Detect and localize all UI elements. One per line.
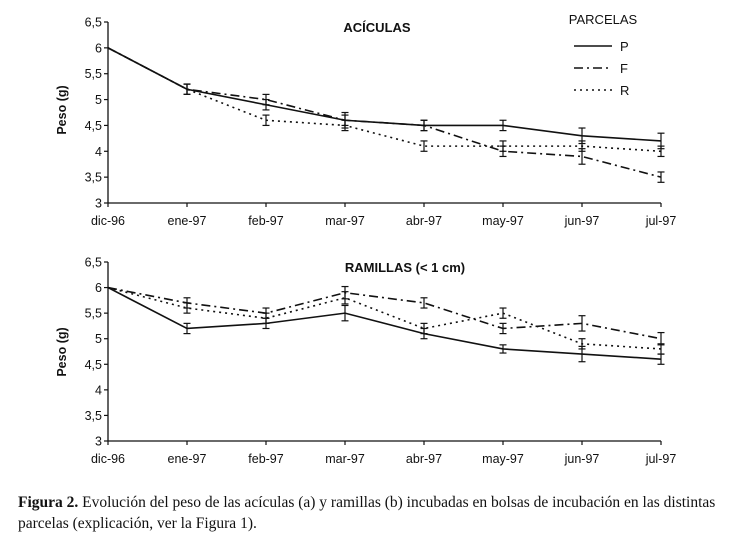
y-tick-label: 3,5 [85,171,102,185]
legend-title: PARCELAS [569,12,638,27]
y-tick-label: 6 [95,281,102,295]
error-bar [657,331,665,346]
legend: PARCELAS PFR [569,12,638,98]
y-tick-label: 5,5 [85,67,102,81]
error-bar [341,119,349,132]
y-tick-label: 3 [95,197,102,211]
chart-panel-2: 3 3,5 4 4,5 5 5,5 6 6,5 dic-96 ene-97 feb-97 mar-97… [55,256,676,467]
error-bar [183,322,191,335]
error-bar [499,140,507,152]
error-bar [262,114,270,127]
x-tick-label: abr-97 [406,452,442,466]
x-tick-label: ene-97 [168,452,207,466]
legend-label-P: P [620,39,629,54]
error-bar [499,322,507,335]
series-line-P [107,47,662,142]
chart-title: RAMILLAS (< 1 cm) [345,260,465,275]
chart-panel-1: 3 3,5 4 4,5 5 5,5 6 6,5 dic-96 ene-97 feb-97 mar-97… [55,12,676,228]
x-tick-label: jun-97 [564,214,600,228]
error-bar [341,291,349,305]
error-bar [499,119,507,132]
series-line-P [107,286,662,360]
x-tick-label: may-97 [482,214,524,228]
error-bar [578,140,586,152]
x-tick-label: may-97 [482,452,524,466]
figure-charts: 3 3,5 4 4,5 5 5,5 6 6,5 dic-96 ene-97 feb-97 mar-97… [55,12,676,467]
y-tick-label: 4,5 [85,119,102,133]
error-bar [578,338,586,350]
series-line-R [107,47,662,153]
caption-text: Evolución del peso de las acículas (a) y… [18,494,716,532]
y-tick-label: 6 [95,41,102,55]
error-bar [262,312,270,324]
x-tick-label: mar-97 [325,214,365,228]
error-bar [420,119,428,132]
caption-label: Figura 2. [18,494,79,511]
error-bar [420,322,428,335]
error-bar [341,304,349,322]
y-tick-label: 6,5 [85,16,102,30]
chart-title: ACÍCULAS [343,20,410,35]
error-bar [578,315,586,332]
legend-label-F: F [620,61,628,76]
error-bar [657,145,665,158]
error-bar [499,344,507,354]
y-tick-label: 5 [95,332,102,346]
x-tick-label: feb-97 [248,452,283,466]
series-line-F [107,47,662,178]
y-axis-label: Peso (g) [55,85,69,134]
error-bar [183,302,191,314]
error-bar [499,307,507,319]
x-tick-label: abr-97 [406,214,442,228]
y-tick-label: 3 [95,435,102,449]
error-bar [657,343,665,355]
x-tick-label: ene-97 [168,214,207,228]
series-line-R [107,286,662,350]
x-tick-label: feb-97 [248,214,283,228]
error-bar [420,297,428,309]
y-axis-label: Peso (g) [55,327,69,376]
legend-label-R: R [620,83,629,98]
y-tick-label: 5,5 [85,307,102,321]
error-bar [657,171,665,183]
x-tick-label: dic-96 [91,214,125,228]
y-tick-label: 5 [95,93,102,107]
y-tick-label: 4 [95,383,102,397]
figure-caption: Figura 2. Evolución del peso de las acíc… [18,492,738,534]
series-line-F [107,286,662,340]
error-bar [420,140,428,152]
x-tick-label: mar-97 [325,452,365,466]
y-tick-label: 3,5 [85,409,102,423]
x-tick-label: jul-97 [645,214,677,228]
error-bar [183,83,191,96]
x-tick-label: jun-97 [564,452,600,466]
error-bar [262,93,270,106]
x-tick-label: jul-97 [645,452,677,466]
y-tick-label: 4 [95,145,102,159]
y-tick-label: 4,5 [85,358,102,372]
y-tick-label: 6,5 [85,256,102,270]
x-tick-label: dic-96 [91,452,125,466]
